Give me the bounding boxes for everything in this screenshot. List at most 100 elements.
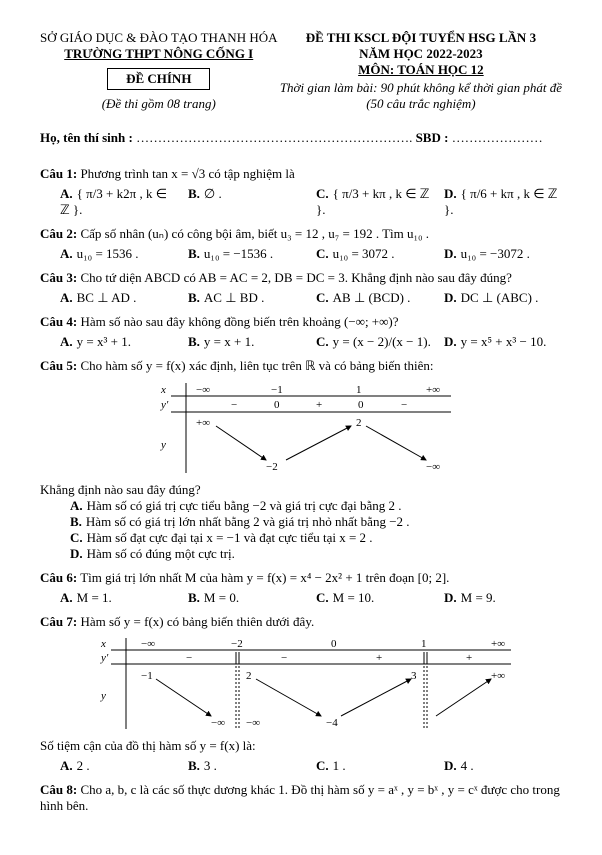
school-line: TRƯỜNG THPT NÔNG CỐNG I <box>40 46 278 62</box>
q7-D: 4 . <box>461 758 474 773</box>
q6-options: A.M = 1. B.M = 0. C.M = 10. D.M = 9. <box>60 590 562 606</box>
header-left: SỞ GIÁO DỤC & ĐÀO TẠO THANH HÓA TRƯỜNG T… <box>40 30 278 112</box>
svg-text:y′: y′ <box>160 399 169 411</box>
svg-text:+∞: +∞ <box>426 384 440 396</box>
q6-A: M = 1. <box>77 590 112 605</box>
svg-text:−: − <box>401 399 407 411</box>
q5-followup: Khẳng định nào sau đây đúng? <box>40 482 562 498</box>
time-note: Thời gian làm bài: 90 phút không kể thời… <box>280 80 562 96</box>
q1-options: A.{ π/3 + k2π , k ∈ ℤ }. B.∅ . C.{ π/3 +… <box>60 186 562 218</box>
q2-options: A.u₁₀ = 1536 . B.u₁₀ = −1536 . C.u₁₀ = 3… <box>60 246 562 262</box>
q1-label: Câu 1: <box>40 166 77 181</box>
q8-label: Câu 8: <box>40 782 77 797</box>
q4-label: Câu 4: <box>40 314 77 329</box>
q3-options: A.BC ⊥ AD . B.AC ⊥ BD . C.AB ⊥ (BCD) . D… <box>60 290 562 306</box>
svg-text:+∞: +∞ <box>491 638 505 650</box>
q3-A: BC ⊥ AD . <box>77 290 137 305</box>
q7-label: Câu 7: <box>40 614 77 629</box>
q4-D: y = x⁵ + x³ − 10. <box>461 334 547 349</box>
svg-text:y: y <box>100 690 106 702</box>
q1-D: { π/6 + kπ , k ∈ ℤ }. <box>444 186 557 217</box>
svg-text:2: 2 <box>356 417 362 429</box>
sbd-label: SBD : <box>416 130 449 145</box>
question-6: Câu 6: Tìm giá trị lớn nhất M của hàm y … <box>40 570 562 606</box>
question-2: Câu 2: Cấp số nhân (uₙ) có công bội âm, … <box>40 226 562 262</box>
q5-label: Câu 5: <box>40 358 77 373</box>
pages-note: (Đề thi gồm 08 trang) <box>40 96 278 112</box>
svg-text:3: 3 <box>411 670 417 682</box>
q1-A: { π/3 + k2π , k ∈ ℤ }. <box>60 186 167 217</box>
name-label: Họ, tên thí sinh : <box>40 130 133 145</box>
student-info-line: Họ, tên thí sinh : ………………………………………………………… <box>40 130 562 146</box>
q2-D: u₁₀ = −3072 . <box>461 246 530 261</box>
sbd-dots: ………………… <box>452 130 543 145</box>
q7-options: A.2 . B.3 . C.1 . D.4 . <box>60 758 562 774</box>
exam-title-3: MÔN: TOÁN HỌC 12 <box>280 62 562 78</box>
q5-opt-B: B.Hàm số có giá trị lớn nhất bằng 2 và g… <box>70 514 562 530</box>
q4-C: y = (x − 2)/(x − 1). <box>333 334 431 349</box>
svg-text:+∞: +∞ <box>491 670 505 682</box>
svg-text:−∞: −∞ <box>426 461 440 473</box>
dept-line: SỞ GIÁO DỤC & ĐÀO TẠO THANH HÓA <box>40 30 278 46</box>
q7-A: 2 . <box>77 758 90 773</box>
q4-A: y = x³ + 1. <box>77 334 131 349</box>
svg-text:x: x <box>100 638 106 650</box>
name-dots: ………………………………………………………. <box>136 130 412 145</box>
question-4: Câu 4: Hàm số nào sau đây không đồng biế… <box>40 314 562 350</box>
exam-title-2: NĂM HỌC 2022-2023 <box>280 46 562 62</box>
q3-C: AB ⊥ (BCD) . <box>333 290 411 305</box>
q3-label: Câu 3: <box>40 270 77 285</box>
q2-B: u₁₀ = −1536 . <box>204 246 273 261</box>
q2-A: u₁₀ = 1536 . <box>77 246 139 261</box>
q7-B: 3 . <box>204 758 217 773</box>
exam-title-1: ĐỀ THI KSCL ĐỘI TUYỂN HSG LẦN 3 <box>280 30 562 46</box>
svg-text:−∞: −∞ <box>211 717 225 729</box>
svg-text:+∞: +∞ <box>196 417 210 429</box>
q6-label: Câu 6: <box>40 570 77 585</box>
question-7: Câu 7: Hàm số y = f(x) có bảng biến thiê… <box>40 614 562 774</box>
q2-C: u₁₀ = 3072 . <box>333 246 395 261</box>
q7-C: 1 . <box>333 758 346 773</box>
q6-C: M = 10. <box>333 590 375 605</box>
q5-opt-A: A.Hàm số có giá trị cực tiểu bằng −2 và … <box>70 498 562 514</box>
q8-text: Cho a, b, c là các số thực dương khác 1.… <box>80 782 559 797</box>
svg-text:−1: −1 <box>141 670 153 682</box>
svg-text:+: + <box>376 652 382 664</box>
q2-text: Cấp số nhân (uₙ) có công bội âm, biết u₃… <box>80 226 429 241</box>
page-header: SỞ GIÁO DỤC & ĐÀO TẠO THANH HÓA TRƯỜNG T… <box>40 30 562 112</box>
question-3: Câu 3: Cho tứ diện ABCD có AB = AC = 2, … <box>40 270 562 306</box>
question-8: Câu 8: Cho a, b, c là các số thực dương … <box>40 782 562 814</box>
svg-text:−4: −4 <box>326 717 338 729</box>
q6-text: Tìm giá trị lớn nhất M của hàm y = f(x) … <box>80 570 449 585</box>
question-1: Câu 1: Phương trình tan x = √3 có tập ng… <box>40 166 562 218</box>
svg-text:0: 0 <box>358 399 364 411</box>
question-5: Câu 5: Cho hàm số y = f(x) xác định, liê… <box>40 358 562 562</box>
q3-D: DC ⊥ (ABC) . <box>461 290 539 305</box>
q1-B: ∅ . <box>204 186 222 201</box>
q4-text: Hàm số nào sau đây không đồng biến trên … <box>80 314 398 329</box>
svg-text:1: 1 <box>421 638 427 650</box>
q5-variation-table: x −∞ −1 1 +∞ y′ − 0 + 0 − y +∞ 2 −2 −∞ <box>141 378 461 478</box>
svg-text:x: x <box>160 384 166 396</box>
q6-D: M = 9. <box>461 590 496 605</box>
svg-text:−∞: −∞ <box>196 384 210 396</box>
q3-B: AC ⊥ BD . <box>204 290 264 305</box>
q1-text: Phương trình tan x = √3 có tập nghiệm là <box>80 166 294 181</box>
q2-label: Câu 2: <box>40 226 77 241</box>
svg-text:0: 0 <box>331 638 337 650</box>
svg-text:y: y <box>160 439 166 451</box>
svg-text:−∞: −∞ <box>246 717 260 729</box>
q5-text: Cho hàm số y = f(x) xác định, liên tục t… <box>80 358 433 373</box>
q5-opt-C: C.Hàm số đạt cực đại tại x = −1 và đạt c… <box>70 530 562 546</box>
svg-text:−: − <box>281 652 287 664</box>
svg-text:−2: −2 <box>266 461 278 473</box>
svg-text:1: 1 <box>356 384 362 396</box>
exam-code-box: ĐỀ CHÍNH <box>107 68 210 90</box>
count-note: (50 câu trắc nghiệm) <box>280 96 562 112</box>
svg-text:−: − <box>186 652 192 664</box>
q8-text2: hình bên. <box>40 798 562 814</box>
q6-B: M = 0. <box>204 590 239 605</box>
svg-text:+: + <box>316 399 322 411</box>
q3-text: Cho tứ diện ABCD có AB = AC = 2, DB = DC… <box>80 270 511 285</box>
svg-text:0: 0 <box>274 399 280 411</box>
